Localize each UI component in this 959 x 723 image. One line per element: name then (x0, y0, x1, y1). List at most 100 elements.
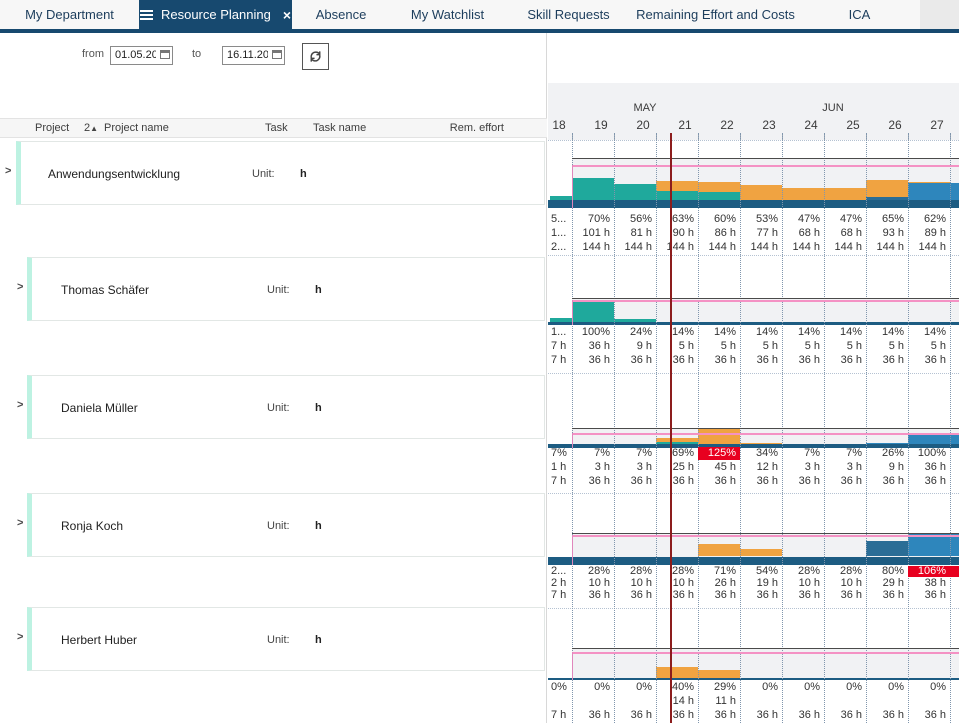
to-date-input[interactable] (222, 46, 285, 65)
value-cell: 56% (614, 213, 656, 226)
value-cell: 10 h (656, 578, 698, 589)
tab-absence[interactable]: Absence (292, 0, 390, 29)
value-cell: 93 h (866, 227, 908, 240)
value-cell: 26 h (698, 578, 740, 589)
expand-chevron[interactable]: > (17, 517, 23, 529)
tab-remaining-effort-and-costs[interactable]: Remaining Effort and Costs (632, 0, 799, 29)
tab-label: My Department (25, 7, 114, 22)
value-cell: 68 h (824, 227, 866, 240)
week-label: 27 (917, 118, 957, 132)
value-cell: 36 h (866, 475, 908, 488)
capacity-line-edge (572, 535, 573, 565)
value-cell: 38 h (908, 578, 950, 589)
value-cell (866, 695, 908, 708)
tab-skill-requests[interactable]: Skill Requests (505, 0, 632, 29)
column-header-project-name[interactable]: Project name (104, 122, 169, 134)
value-cell: 125% (698, 447, 740, 460)
value-cell: 144 h (824, 241, 866, 254)
week-label: 26 (875, 118, 915, 132)
value-cell: 3 h (572, 461, 614, 474)
value-cell: 80% (866, 566, 908, 577)
resource-row-daniela-m-ller[interactable]: Daniela MüllerUnit:h (27, 375, 545, 439)
column-header-task[interactable]: Task (265, 122, 288, 134)
value-cell: 36 h (908, 354, 950, 367)
to-label: to (192, 48, 201, 60)
tab-resource-planning[interactable]: Resource Planning × (139, 0, 292, 29)
close-tab-icon[interactable]: × (283, 7, 291, 23)
value-cell: 0% (908, 681, 950, 694)
value-cell: 53% (740, 213, 782, 226)
value-cell: 10 h (824, 578, 866, 589)
expand-chevron[interactable]: > (17, 281, 23, 293)
value-cell (824, 695, 866, 708)
sort-indicator[interactable]: 2▲ (84, 122, 98, 134)
tab-label: Resource Planning (161, 7, 271, 22)
tab-ica[interactable]: ICA (799, 0, 920, 29)
utilization-bar-orange (698, 429, 740, 444)
unit-label: Unit: (252, 168, 275, 180)
value-cell: 36 h (614, 354, 656, 367)
value-cell: 7 h (550, 340, 571, 353)
value-cell: 144 h (908, 241, 950, 254)
from-date-input[interactable] (110, 46, 173, 65)
value-cell: 69% (656, 447, 698, 460)
value-cell: 3 h (824, 461, 866, 474)
value-cell: 0% (550, 681, 571, 694)
unit-value: h (315, 634, 322, 646)
value-cell: 1 h (550, 461, 571, 474)
value-cell: 10 h (782, 578, 824, 589)
value-cell: 36 h (740, 709, 782, 722)
value-cell: 0% (824, 681, 866, 694)
value-cell: 36 h (740, 354, 782, 367)
value-cell: 36 h (866, 354, 908, 367)
value-cell: 5 h (824, 340, 866, 353)
value-cell: 28% (782, 566, 824, 577)
value-cell: 7 h (550, 709, 571, 722)
value-cell: 144 h (782, 241, 824, 254)
expand-chevron[interactable]: > (17, 631, 23, 643)
tab-label: Skill Requests (527, 7, 609, 22)
tab-my-department[interactable]: My Department (0, 0, 139, 29)
value-cell: 36 h (572, 354, 614, 367)
utilization-bar-teal (572, 178, 614, 200)
expand-chevron[interactable]: > (5, 165, 11, 177)
menu-icon[interactable] (140, 8, 153, 22)
value-cell (782, 695, 824, 708)
value-cell: 54% (740, 566, 782, 577)
value-cell: 89 h (908, 227, 950, 240)
column-header-rem-effort[interactable]: Rem. effort (430, 122, 504, 134)
baseline-bar (548, 322, 959, 326)
value-cell: 47% (782, 213, 824, 226)
value-cell: 7 h (550, 590, 571, 601)
unit-value: h (315, 520, 322, 532)
value-cell: 7% (550, 447, 571, 460)
resource-row-anwendungsentwicklung[interactable]: AnwendungsentwicklungUnit:h (16, 141, 545, 205)
refresh-button[interactable] (302, 43, 329, 70)
expand-chevron[interactable]: > (17, 399, 23, 411)
utilization-bar-teal (656, 191, 698, 200)
resource-name: Ronja Koch (61, 519, 123, 533)
baseline-bar (548, 557, 959, 566)
utilization-bar-steel (866, 443, 908, 444)
value-cell: 3 h (782, 461, 824, 474)
value-cell: 106% (908, 566, 950, 577)
column-header-task-name[interactable]: Task name (313, 122, 366, 134)
value-cell: 36 h (656, 590, 698, 601)
value-cell: 144 h (740, 241, 782, 254)
value-cell: 144 h (656, 241, 698, 254)
max-line (572, 298, 959, 299)
value-cell: 5 h (698, 340, 740, 353)
value-cell: 100% (908, 447, 950, 460)
resource-row-thomas-sch-fer[interactable]: Thomas SchäferUnit:h (27, 257, 545, 321)
value-cell: 71% (698, 566, 740, 577)
resource-row-ronja-koch[interactable]: Ronja KochUnit:h (27, 493, 545, 557)
tab-my-watchlist[interactable]: My Watchlist (390, 0, 505, 29)
utilization-bar-orange (782, 188, 824, 200)
column-header-project[interactable]: Project (35, 122, 69, 134)
tab-label: Remaining Effort and Costs (636, 7, 795, 22)
value-cell: 0% (740, 681, 782, 694)
week-label: 23 (749, 118, 789, 132)
value-cell: 5 h (782, 340, 824, 353)
resource-row-herbert-huber[interactable]: Herbert HuberUnit:h (27, 607, 545, 671)
value-cell: 36 h (698, 709, 740, 722)
